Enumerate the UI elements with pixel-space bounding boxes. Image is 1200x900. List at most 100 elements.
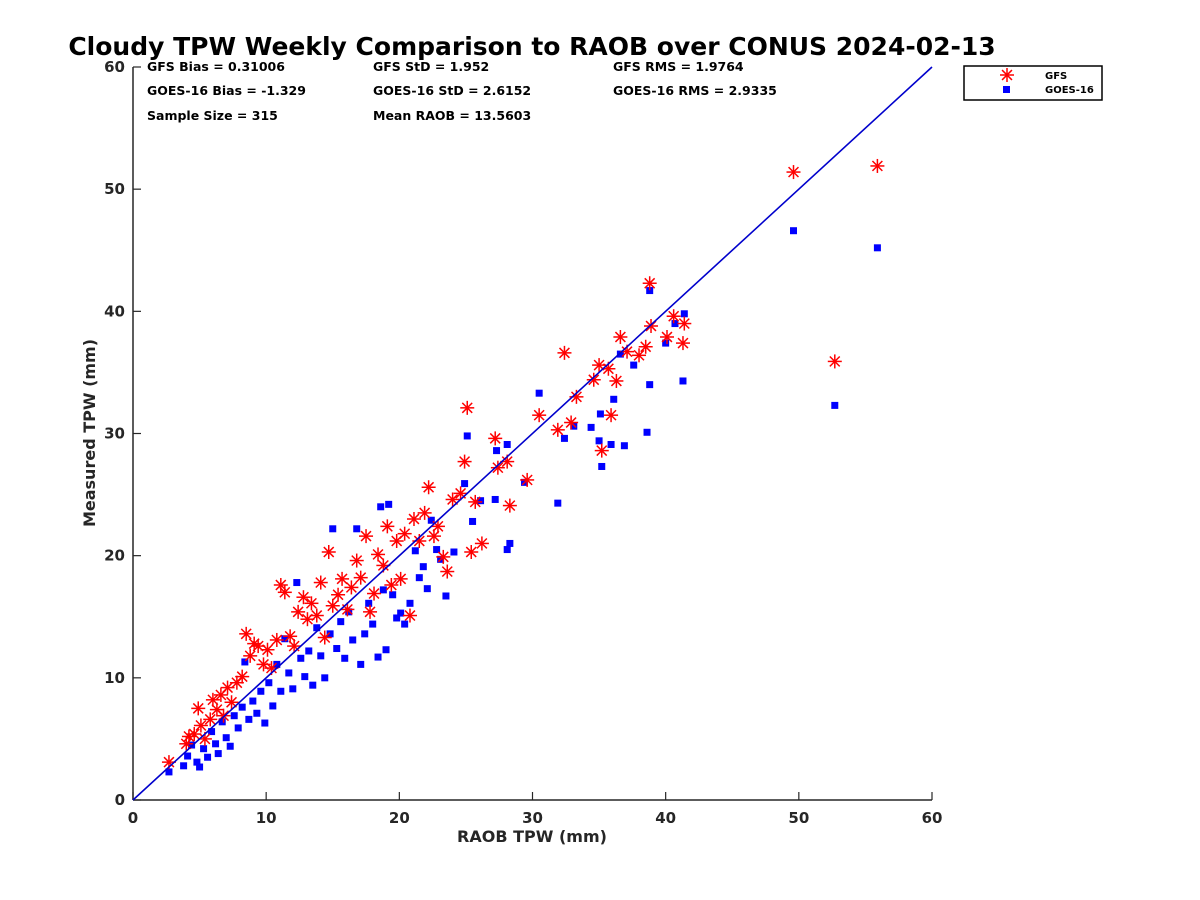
asterisk-stroke: [610, 375, 622, 387]
goes16-point: [184, 752, 192, 760]
goes16-point: [249, 697, 257, 705]
stat-mean-raob: Mean RAOB = 13.5603: [373, 108, 531, 123]
gfs-point: [260, 642, 275, 657]
goes16-point: [620, 442, 628, 450]
asterisk-stroke: [315, 577, 327, 589]
goes16-point: [326, 630, 334, 638]
y-tick-label: 50: [104, 180, 125, 198]
asterisk-stroke: [199, 733, 211, 745]
gfs-point: [181, 729, 196, 744]
goes16-point: [265, 679, 273, 687]
gfs-point: [550, 422, 565, 437]
gfs-point: [313, 575, 328, 590]
asterisk-stroke: [385, 579, 397, 591]
x-tick-label: 30: [522, 809, 543, 827]
asterisk-stroke: [271, 634, 283, 646]
goes16-point: [643, 428, 651, 436]
gfs-point: [642, 276, 657, 291]
goes16-point: [493, 447, 501, 455]
x-tick-label: 20: [389, 809, 410, 827]
asterisk-stroke: [204, 713, 216, 725]
asterisk-stroke: [355, 572, 367, 584]
gfs-point: [349, 553, 364, 568]
asterisk-stroke: [447, 493, 459, 505]
asterisk-stroke: [192, 702, 204, 714]
goes16-point: [238, 703, 246, 711]
gfs-point: [389, 534, 404, 549]
gfs-point: [520, 472, 535, 487]
asterisk-stroke: [552, 424, 564, 436]
asterisk-stroke: [351, 555, 363, 567]
y-tick-label: 10: [104, 669, 125, 687]
gfs-point: [304, 596, 319, 611]
gfs-point: [269, 632, 284, 647]
goes16-point: [535, 389, 543, 397]
asterisk-stroke: [244, 650, 256, 662]
asterisk-stroke: [788, 166, 799, 178]
asterisk-stroke: [183, 730, 195, 742]
asterisk-stroke: [226, 696, 238, 708]
asterisk-stroke: [871, 160, 883, 172]
gfs-point: [321, 545, 336, 560]
goes16-point: [491, 495, 499, 503]
asterisk-stroke: [432, 520, 444, 532]
asterisk-stroke: [461, 402, 473, 414]
gfs-point: [402, 608, 417, 623]
goes16-point: [503, 546, 511, 554]
asterisk-stroke: [222, 682, 234, 694]
gfs-point: [457, 454, 472, 469]
asterisk-stroke: [275, 579, 287, 591]
asterisk-stroke: [565, 417, 577, 428]
gfs-point: [380, 519, 395, 534]
goes16-point: [671, 320, 679, 328]
gfs-point: [340, 602, 355, 617]
gfs-point: [557, 345, 572, 360]
x-tick-label: 0: [128, 809, 138, 827]
goes16-point: [385, 500, 393, 508]
goes16-point: [165, 768, 173, 776]
gfs-point: [309, 608, 324, 623]
asterisk-stroke: [240, 628, 252, 640]
goes16-point: [222, 734, 230, 742]
legend-gfs-label: GFS: [1045, 71, 1067, 82]
gfs-point: [367, 586, 382, 601]
asterisk-stroke: [297, 591, 309, 603]
gfs-point: [474, 536, 489, 551]
stat-goes-rms: GOES-16 RMS = 2.9335: [613, 83, 777, 98]
goes16-point: [297, 654, 305, 662]
gfs-point: [430, 519, 445, 534]
goes16-point: [477, 497, 485, 505]
asterisk-stroke: [327, 600, 339, 612]
gfs-point: [344, 580, 359, 595]
goes16-point: [646, 381, 654, 389]
gfs-points: [161, 158, 885, 770]
asterisk-stroke: [588, 374, 600, 386]
gfs-point: [256, 657, 271, 672]
asterisk-stroke: [195, 719, 207, 731]
goes16-point: [393, 614, 401, 622]
goes16-point: [301, 673, 309, 681]
goes16-point: [873, 244, 881, 252]
asterisk-stroke: [661, 331, 673, 343]
gfs-point: [436, 549, 451, 564]
goes16-point: [427, 516, 435, 524]
goes16-point: [329, 525, 337, 533]
goes16-point: [253, 709, 261, 717]
gfs-point: [421, 480, 436, 495]
gfs-point: [325, 598, 340, 613]
asterisk-stroke: [404, 610, 416, 622]
gfs-point: [283, 629, 298, 644]
goes16-point: [415, 574, 423, 582]
gfs-point: [586, 372, 601, 387]
asterisk-stroke: [633, 349, 645, 361]
asterisk-stroke: [372, 548, 384, 560]
asterisk-stroke: [408, 513, 420, 525]
asterisk-stroke: [644, 277, 656, 289]
asterisk-stroke: [596, 445, 608, 457]
goes16-point: [317, 652, 325, 660]
asterisk-stroke: [492, 462, 504, 474]
goes16-point: [369, 620, 377, 628]
goes16-point: [377, 503, 385, 511]
goes16-point: [598, 462, 606, 470]
